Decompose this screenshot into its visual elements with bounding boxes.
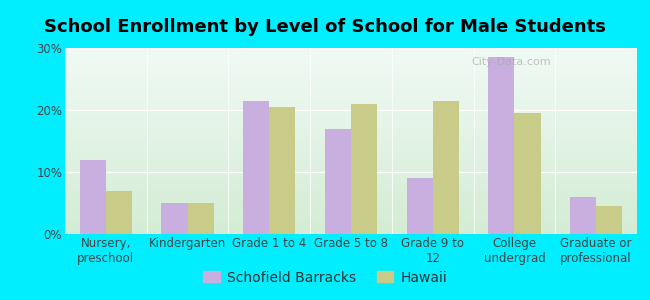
Bar — [351, 104, 377, 234]
Bar — [570, 197, 596, 234]
Bar — [269, 107, 296, 234]
Bar — [106, 190, 132, 234]
Legend: Schofield Barracks, Hawaii: Schofield Barracks, Hawaii — [198, 265, 452, 290]
Text: School Enrollment by Level of School for Male Students: School Enrollment by Level of School for… — [44, 18, 606, 36]
Bar — [243, 101, 269, 234]
Bar — [514, 113, 541, 234]
Bar — [161, 203, 188, 234]
Text: City-Data.com: City-Data.com — [471, 57, 551, 67]
Bar — [596, 206, 622, 234]
Bar — [433, 101, 459, 234]
Bar — [80, 160, 106, 234]
Bar — [188, 203, 214, 234]
Bar — [488, 57, 514, 234]
Bar — [325, 129, 351, 234]
Bar — [406, 178, 433, 234]
